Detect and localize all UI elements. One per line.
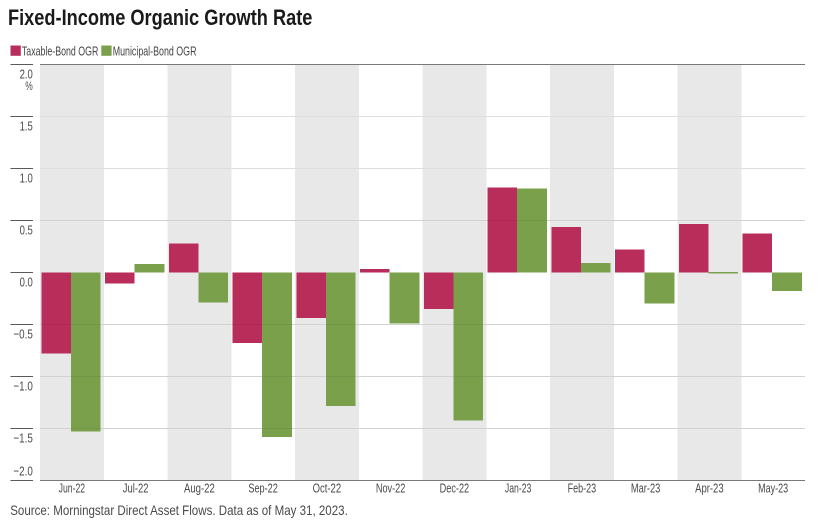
svg-text:1.0: 1.0 [20,171,33,186]
svg-text:Jul-22: Jul-22 [123,482,149,496]
svg-text:Aug-22: Aug-22 [184,482,215,496]
svg-text:Jun-22: Jun-22 [59,482,86,496]
svg-text:−1.5: −1.5 [13,431,32,446]
svg-text:Dec-22: Dec-22 [440,482,470,496]
svg-text:Nov-22: Nov-22 [376,482,406,496]
svg-text:Apr-23: Apr-23 [695,482,724,496]
svg-text:0.0: 0.0 [20,275,33,290]
svg-text:May-23: May-23 [758,482,788,496]
svg-text:%: % [25,79,33,93]
svg-text:−2.0: −2.0 [13,464,32,479]
svg-text:−0.5: −0.5 [13,327,32,342]
svg-text:0.5: 0.5 [20,223,33,238]
svg-text:Mar-23: Mar-23 [631,482,661,496]
svg-text:Taxable-Bond OGR: Taxable-Bond OGR [22,45,99,59]
svg-text:2.0: 2.0 [20,67,33,82]
svg-text:Sep-22: Sep-22 [248,482,278,496]
svg-text:1.5: 1.5 [20,119,33,134]
svg-text:Source: Morningstar Direct Ass: Source: Morningstar Direct Asset Flows. … [10,502,348,518]
svg-text:Oct-22: Oct-22 [313,482,342,496]
svg-text:Municipal-Bond OGR: Municipal-Bond OGR [113,45,197,59]
svg-text:Feb-23: Feb-23 [568,482,597,496]
svg-text:−1.0: −1.0 [13,379,32,394]
svg-text:Jan-23: Jan-23 [505,482,532,496]
svg-text:Fixed-Income Organic Growth Ra: Fixed-Income Organic Growth Rate [8,5,312,30]
